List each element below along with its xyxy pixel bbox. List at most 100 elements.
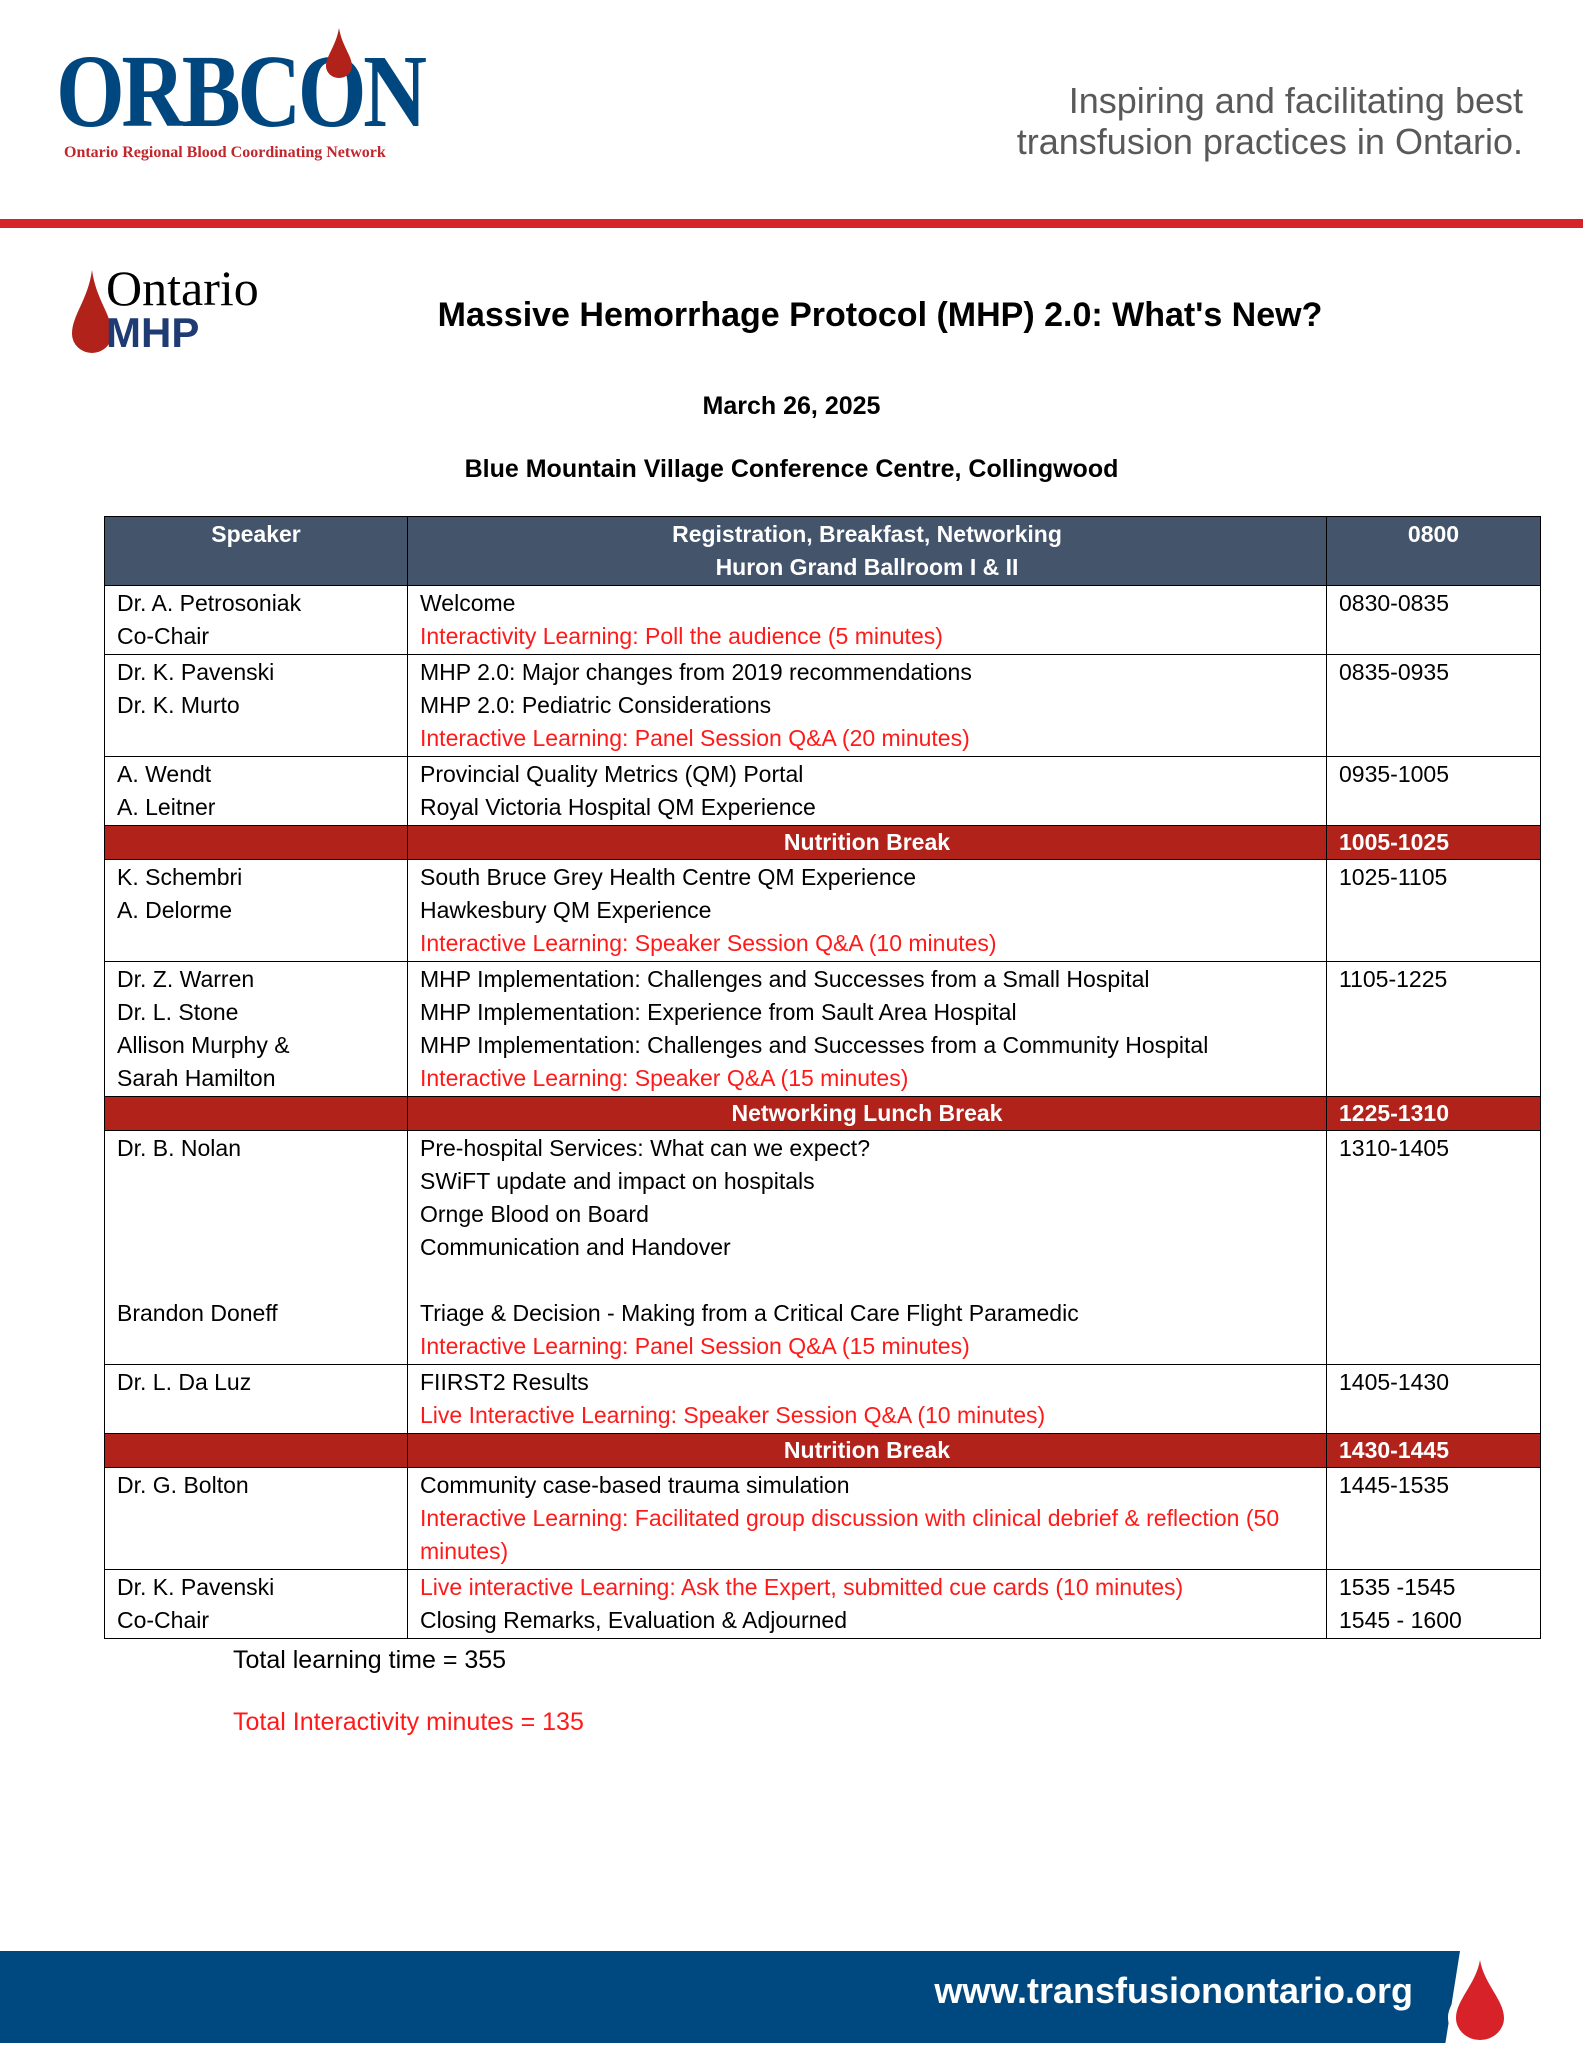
ontario-mhp-logo: Ontario MHP — [70, 262, 300, 354]
speaker-name — [117, 1198, 395, 1231]
speaker-name — [117, 1165, 395, 1198]
blood-drop-icon — [72, 270, 112, 353]
page-title: Massive Hemorrhage Protocol (MHP) 2.0: W… — [437, 296, 1323, 334]
interactive-learning-item: Live Interactive Learning: Speaker Sessi… — [420, 1402, 1046, 1428]
session-title: Community case-based trauma simulation — [420, 1472, 850, 1498]
interactive-learning-item: Live interactive Learning: Ask the Exper… — [420, 1574, 1184, 1600]
speaker-name — [117, 1264, 395, 1297]
table-header-row: Speaker Registration, Breakfast, Network… — [104, 516, 1541, 586]
speaker-name: Dr. K. Pavenski — [117, 1574, 275, 1600]
orbcon-logo: ORBCON Ontario Regional Blood Coordinati… — [56, 28, 446, 168]
event-date: March 26, 2025 — [702, 392, 881, 420]
session-title: Communication and Handover — [420, 1234, 731, 1260]
session-time: 1310-1405 — [1339, 1135, 1449, 1161]
session-title: Provincial Quality Metrics (QM) Portal — [420, 761, 804, 787]
speaker-cell: Dr. Z. Warren Dr. L. Stone Allison Murphy … — [104, 961, 408, 1097]
session-title: Pre-hospital Services: What can we expec… — [420, 1135, 870, 1161]
orbcon-logo-wordmark: ORBCON — [56, 34, 427, 149]
speaker-name: Dr. L. Stone — [117, 999, 239, 1025]
break-label: Networking Lunch Break — [407, 1096, 1327, 1131]
session-title: FIIRST2 Results — [420, 1369, 589, 1395]
session-title: Triage & Decision - Making from a Critic… — [420, 1300, 1079, 1326]
break-row: Networking Lunch Break 1225-1310 — [104, 1096, 1541, 1131]
session-time: 0835-0935 — [1339, 659, 1449, 685]
footer-url: www.transfusionontario.org — [934, 1970, 1413, 2011]
break-time: 1005-1025 — [1326, 825, 1541, 860]
speaker-name: A. Delorme — [117, 897, 233, 923]
agenda-table: Speaker Registration, Breakfast, Network… — [104, 516, 1541, 1639]
event-venue: Blue Mountain Village Conference Centre,… — [464, 455, 1119, 483]
session-time: 0935-1005 — [1339, 761, 1449, 787]
session-time: 0830-0835 — [1339, 590, 1449, 616]
interactive-learning-item: Interactivity Learning: Poll the audienc… — [420, 623, 943, 649]
session-time: 1535 -1545 — [1339, 1574, 1456, 1600]
time-cell: 1405-1430 — [1326, 1364, 1541, 1434]
session-title: Royal Victoria Hospital QM Experience — [420, 794, 816, 820]
time-cell: 0835-0935 — [1326, 654, 1541, 757]
blood-drop-icon — [326, 28, 352, 78]
session-cell: South Bruce Grey Health Centre QM Experi… — [407, 859, 1327, 962]
session-cell: Live interactive Learning: Ask the Exper… — [407, 1569, 1327, 1639]
interactive-learning-item: Interactive Learning: Panel Session Q&A … — [420, 725, 970, 751]
speaker-cell: Dr. K. Pavenski Dr. K. Murto — [104, 654, 408, 757]
speaker-cell: K. Schembri A. Delorme — [104, 859, 408, 962]
orbcon-logo-subtitle: Ontario Regional Blood Coordinating Netw… — [64, 144, 386, 161]
session-cell: Welcome Interactivity Learning: Poll the … — [407, 585, 1327, 655]
session-title: MHP 2.0: Major changes from 2019 recomme… — [420, 659, 972, 685]
speaker-name: Dr. Z. Warren — [117, 966, 255, 992]
session-title: Hawkesbury QM Experience — [420, 897, 712, 923]
break-row: Nutrition Break 1005-1025 — [104, 825, 1541, 860]
session-title: Welcome — [420, 590, 516, 616]
speaker-name: Allison Murphy & — [117, 1032, 290, 1058]
tagline-line: transfusion practices in Ontario. — [1016, 121, 1523, 162]
session-title: MHP 2.0: Pediatric Considerations — [420, 692, 772, 718]
session-time: 1545 - 1600 — [1339, 1607, 1462, 1633]
session-title: Closing Remarks, Evaluation & Adjourned — [420, 1607, 848, 1633]
time-cell: 0935-1005 — [1326, 756, 1541, 826]
total-learning-time: Total learning time = 355 — [233, 1646, 507, 1674]
session-time: 1445-1535 — [1339, 1472, 1449, 1498]
session-title — [420, 1264, 1314, 1297]
speaker-name: Dr. K. Murto — [117, 692, 240, 718]
speaker-cell: Dr. K. Pavenski Co-Chair — [104, 1569, 408, 1639]
speaker-name: A. Wendt — [117, 761, 212, 787]
speaker-cell: Dr. L. Da Luz — [104, 1364, 408, 1434]
interactive-learning-item: Interactive Learning: Speaker Session Q&… — [420, 930, 997, 956]
break-speaker-cell — [104, 1096, 408, 1131]
header-divider — [0, 219, 1583, 228]
blood-drop-icon — [1448, 1950, 1512, 2044]
total-interactivity-minutes: Total Interactivity minutes = 135 — [233, 1708, 584, 1736]
break-time: 1430-1445 — [1326, 1433, 1541, 1468]
session-row: Dr. B. Nolan Brandon Doneff Pre-hospital S… — [104, 1130, 1541, 1365]
session-row: K. Schembri A. Delorme South Bruce Grey He… — [104, 859, 1541, 962]
header-speaker: Speaker — [104, 516, 408, 586]
interactive-learning-item: Interactive Learning: Panel Session Q&A … — [420, 1333, 970, 1359]
session-title: MHP Implementation: Experience from Saul… — [420, 999, 1017, 1025]
break-time: 1225-1310 — [1326, 1096, 1541, 1131]
session-title: Ornge Blood on Board — [420, 1201, 649, 1227]
speaker-cell: Dr. B. Nolan Brandon Doneff — [104, 1130, 408, 1365]
header-session-line: Huron Grand Ballroom I & II — [715, 554, 1019, 580]
session-cell: Provincial Quality Metrics (QM) Portal Ro… — [407, 756, 1327, 826]
session-title: South Bruce Grey Health Centre QM Experi… — [420, 864, 917, 890]
header-session: Registration, Breakfast, Networking Huro… — [407, 516, 1327, 586]
session-cell: MHP 2.0: Major changes from 2019 recomme… — [407, 654, 1327, 757]
session-row: Dr. K. Pavenski Dr. K. Murto MHP 2.0: Majo… — [104, 654, 1541, 757]
time-cell: 1025-1105 — [1326, 859, 1541, 962]
speaker-cell: Dr. G. Bolton — [104, 1467, 408, 1570]
session-cell: FIIRST2 Results Live Interactive Learning… — [407, 1364, 1327, 1434]
speaker-name: Dr. K. Pavenski — [117, 659, 275, 685]
time-cell: 1105-1225 — [1326, 961, 1541, 1097]
session-row: Dr. L. Da Luz FIIRST2 Results Live Interac… — [104, 1364, 1541, 1434]
break-label: Nutrition Break — [407, 825, 1327, 860]
break-speaker-cell — [104, 1433, 408, 1468]
speaker-name: Dr. L. Da Luz — [117, 1369, 252, 1395]
footer-band — [0, 1951, 1460, 2043]
session-title: SWiFT update and impact on hospitals — [420, 1168, 815, 1194]
speaker-name: K. Schembri — [117, 864, 243, 890]
break-speaker-cell — [104, 825, 408, 860]
session-row: A. Wendt A. Leitner Provincial Quality Met… — [104, 756, 1541, 826]
agenda-section: Speaker Registration, Breakfast, Network… — [104, 516, 1541, 1739]
session-title: MHP Implementation: Challenges and Succe… — [420, 966, 1150, 992]
session-row: Dr. Z. Warren Dr. L. Stone Allison Murphy … — [104, 961, 1541, 1097]
